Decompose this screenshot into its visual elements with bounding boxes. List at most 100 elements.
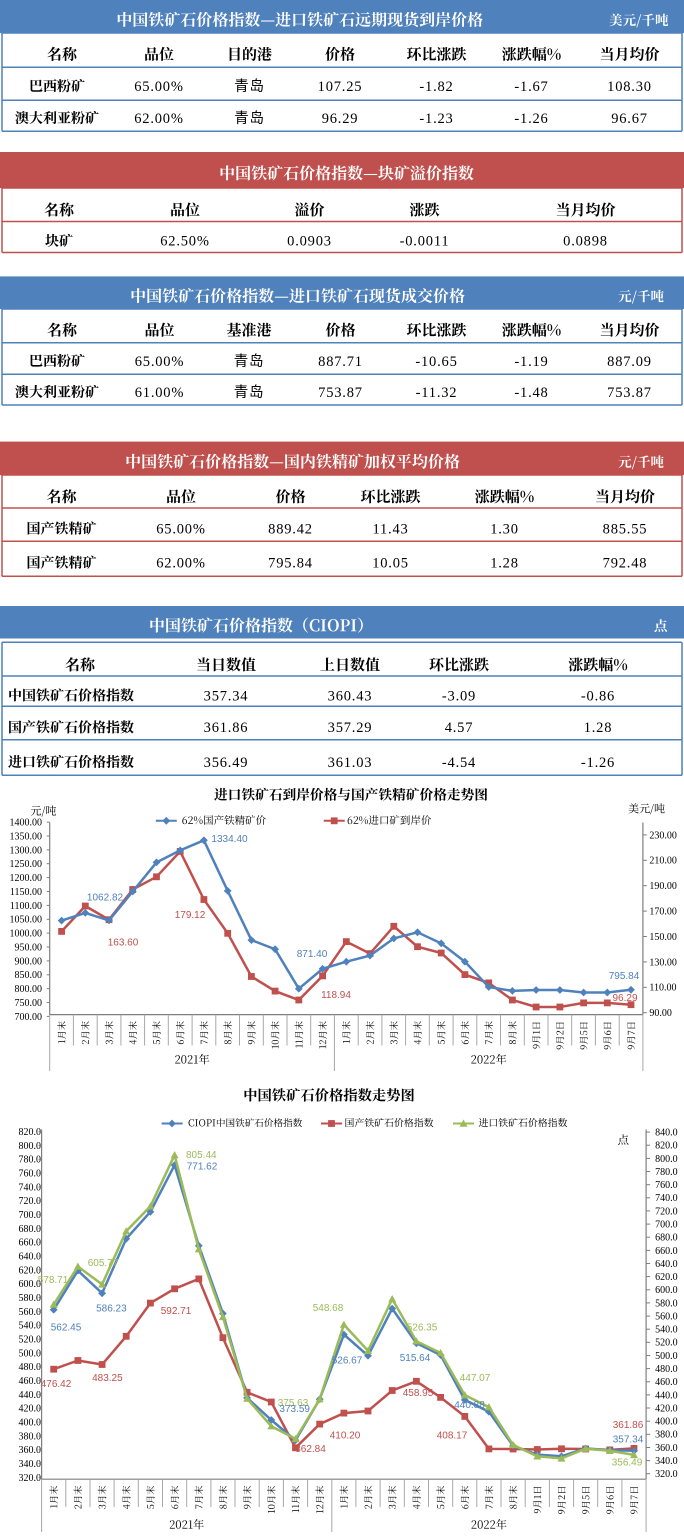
svg-text:780.0: 780.0 [19,1155,42,1166]
svg-text:-1.26: -1.26 [514,111,548,127]
svg-text:1150.00: 1150.00 [10,887,42,898]
svg-text:578.71: 578.71 [38,1275,69,1286]
svg-text:1.28: 1.28 [490,556,519,572]
svg-text:90.00: 90.00 [649,1008,672,1019]
svg-text:620.0: 620.0 [655,1272,678,1283]
svg-text:-10.65: -10.65 [415,354,457,370]
svg-text:795.84: 795.84 [609,971,640,982]
svg-text:65.00%: 65.00% [134,79,184,95]
svg-text:96.67: 96.67 [611,111,648,127]
svg-text:340.0: 340.0 [19,1459,42,1470]
svg-text:1200.00: 1200.00 [10,873,43,884]
svg-text:163.60: 163.60 [108,937,139,948]
svg-text:408.17: 408.17 [437,1430,468,1441]
svg-text:361.03: 361.03 [328,755,373,771]
svg-text:1.28: 1.28 [584,720,613,736]
svg-text:356.49: 356.49 [204,755,249,771]
svg-text:476.42: 476.42 [41,1379,72,1390]
svg-text:1350.00: 1350.00 [10,831,43,842]
svg-text:190.00: 190.00 [649,881,677,892]
svg-text:440.88: 440.88 [454,1400,485,1411]
svg-text:1400.00: 1400.00 [10,818,43,829]
svg-text:1100.00: 1100.00 [10,901,42,912]
svg-text:720.0: 720.0 [655,1206,678,1217]
svg-text:1.30: 1.30 [490,521,519,537]
svg-text:-3.09: -3.09 [442,688,476,704]
svg-text:361.86: 361.86 [204,720,249,736]
svg-text:108.30: 108.30 [607,79,652,95]
svg-text:-0.0011: -0.0011 [400,234,450,250]
svg-text:540.0: 540.0 [655,1325,678,1336]
svg-text:820.0: 820.0 [19,1127,42,1138]
svg-text:586.23: 586.23 [96,1303,127,1314]
svg-text:950.00: 950.00 [15,942,43,953]
svg-text:361.86: 361.86 [613,1420,644,1431]
svg-text:107.25: 107.25 [318,79,363,95]
svg-text:62.50%: 62.50% [160,234,210,250]
svg-text:380.0: 380.0 [655,1430,678,1441]
svg-text:-11.32: -11.32 [416,385,458,401]
svg-text:-0.86: -0.86 [581,688,615,704]
svg-text:400.0: 400.0 [655,1417,678,1428]
svg-text:640.0: 640.0 [655,1259,678,1270]
svg-text:780.0: 780.0 [655,1167,678,1178]
svg-text:889.42: 889.42 [268,521,313,537]
svg-text:483.25: 483.25 [92,1373,123,1384]
svg-text:360.0: 360.0 [19,1445,42,1456]
svg-text:771.62: 771.62 [187,1161,218,1172]
svg-text:805.44: 805.44 [186,1150,217,1161]
svg-text:480.0: 480.0 [19,1362,42,1373]
svg-text:356.49: 356.49 [612,1457,643,1468]
svg-text:130.00: 130.00 [649,957,677,968]
svg-text:887.09: 887.09 [607,354,652,370]
svg-text:562.45: 562.45 [51,1323,82,1334]
svg-text:750.00: 750.00 [15,998,43,1009]
svg-text:560.0: 560.0 [655,1312,678,1323]
svg-text:96.29: 96.29 [322,111,359,127]
svg-text:900.00: 900.00 [15,956,43,967]
svg-text:740.0: 740.0 [655,1193,678,1204]
svg-text:592.71: 592.71 [161,1306,192,1317]
svg-text:660.0: 660.0 [655,1246,678,1257]
svg-text:850.00: 850.00 [15,970,43,981]
svg-text:340.0: 340.0 [655,1456,678,1467]
svg-text:210.00: 210.00 [649,856,677,867]
svg-text:360.0: 360.0 [655,1443,678,1454]
svg-text:580.0: 580.0 [655,1298,678,1309]
svg-text:760.0: 760.0 [19,1169,42,1180]
svg-text:11.43: 11.43 [372,521,408,537]
svg-text:640.0: 640.0 [19,1252,42,1263]
svg-text:887.71: 887.71 [318,354,363,370]
svg-text:357.34: 357.34 [204,688,249,704]
svg-text:480.0: 480.0 [655,1364,678,1375]
svg-text:700.0: 700.0 [655,1220,678,1231]
svg-text:1050.00: 1050.00 [10,915,43,926]
svg-text:1000.00: 1000.00 [10,929,43,940]
svg-text:600.0: 600.0 [19,1279,42,1290]
svg-text:青岛: 青岛 [234,384,265,401]
svg-text:460.0: 460.0 [19,1376,42,1387]
svg-text:357.29: 357.29 [328,720,373,736]
svg-text:320.0: 320.0 [655,1469,678,1480]
svg-text:-1.19: -1.19 [514,354,548,370]
svg-text:-1.82: -1.82 [419,79,453,95]
svg-text:740.0: 740.0 [19,1182,42,1193]
svg-text:500.0: 500.0 [19,1348,42,1359]
svg-text:800.0: 800.0 [19,1141,42,1152]
svg-text:青岛: 青岛 [234,353,265,370]
svg-text:62.00%: 62.00% [156,556,206,572]
svg-text:-1.48: -1.48 [514,385,548,401]
svg-text:179.12: 179.12 [175,910,206,921]
svg-text:320.0: 320.0 [19,1473,42,1484]
svg-text:540.0: 540.0 [19,1321,42,1332]
svg-text:600.0: 600.0 [655,1285,678,1296]
svg-text:110.00: 110.00 [649,983,676,994]
svg-text:885.55: 885.55 [603,521,648,537]
svg-text:605.77: 605.77 [88,1258,119,1269]
svg-text:840.0: 840.0 [655,1128,678,1139]
svg-text:118.94: 118.94 [321,990,351,1001]
svg-text:420.0: 420.0 [655,1403,678,1414]
svg-text:700.0: 700.0 [19,1210,42,1221]
svg-text:362.84: 362.84 [295,1444,326,1455]
svg-text:800.00: 800.00 [15,984,43,995]
